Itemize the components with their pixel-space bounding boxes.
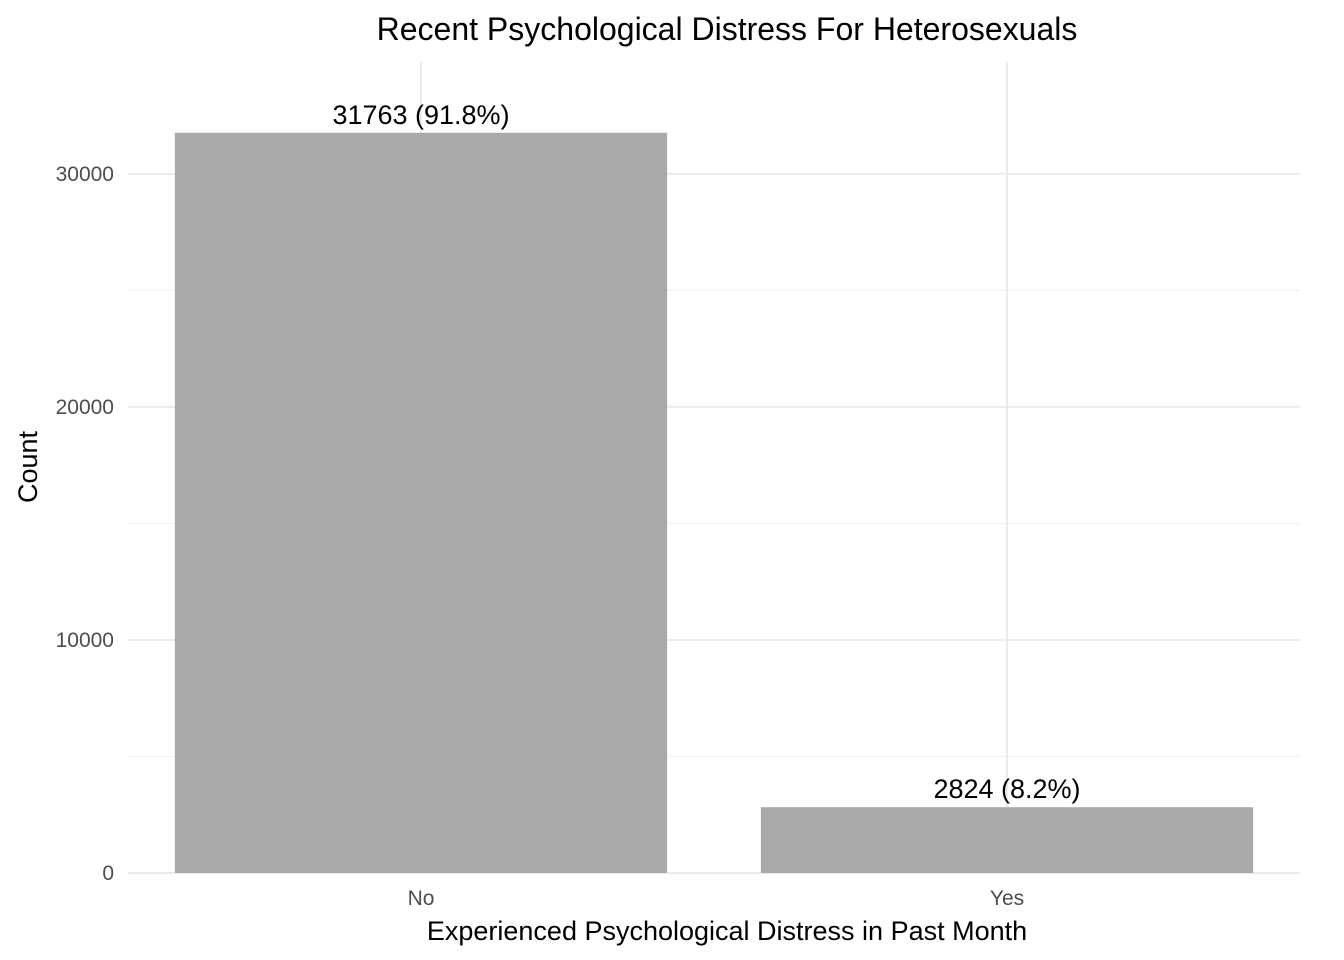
x-tick-label: Yes	[990, 887, 1024, 910]
x-axis-title: Experienced Psychological Distress in Pa…	[427, 916, 1027, 946]
y-axis-title: Count	[13, 430, 43, 503]
data-label-yes: 2824 (8.2%)	[933, 774, 1080, 804]
y-tick-label: 10000	[56, 629, 114, 652]
bars	[174, 132, 1254, 873]
y-tick-label: 30000	[56, 163, 114, 186]
bar-no	[174, 132, 668, 873]
x-axis-ticks: No Yes	[408, 887, 1025, 910]
data-label-no: 31763 (91.8%)	[332, 100, 509, 130]
y-tick-label: 0	[102, 862, 114, 885]
x-tick-label: No	[408, 887, 435, 910]
bar-yes	[760, 807, 1254, 873]
y-tick-label: 20000	[56, 396, 114, 419]
y-axis-ticks: 0 10000 20000 30000	[56, 163, 114, 885]
chart-title: Recent Psychological Distress For Hetero…	[377, 11, 1078, 47]
data-labels: 31763 (91.8%) 2824 (8.2%)	[332, 100, 1080, 804]
